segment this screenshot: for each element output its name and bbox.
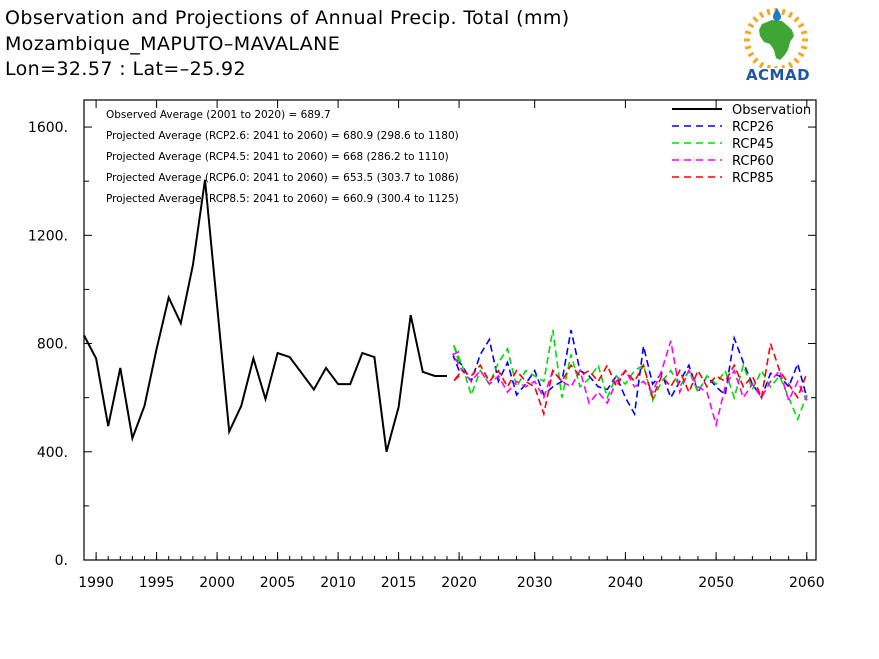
sun-ray-icon bbox=[752, 16, 759, 23]
y-tick-label: 400. bbox=[37, 445, 68, 461]
sun-ray-icon bbox=[747, 51, 755, 58]
x-tick-label: 2010 bbox=[320, 575, 356, 591]
x-tick-label: 2060 bbox=[789, 575, 825, 591]
series-line-rcp60 bbox=[451, 340, 808, 428]
sun-ray-icon bbox=[747, 22, 755, 29]
series-line-observation bbox=[83, 179, 447, 453]
sun-ray-icon bbox=[781, 8, 786, 16]
sun-ray-icon bbox=[758, 11, 765, 19]
annotation-line: Projected Average (RCP8.5: 2041 to 2060)… bbox=[106, 193, 459, 205]
x-tick-label: 2000 bbox=[199, 575, 235, 591]
sun-ray-icon bbox=[744, 45, 752, 50]
x-tick-label: 2015 bbox=[381, 575, 417, 591]
y-tick-label: 0. bbox=[55, 553, 68, 569]
title-line-2: Mozambique_MAPUTO–MAVALANE bbox=[5, 33, 341, 55]
sun-ray-icon bbox=[787, 61, 794, 69]
sun-ray-icon bbox=[797, 22, 805, 29]
x-tick-label: 2020 bbox=[441, 575, 477, 591]
x-tick-label: 1990 bbox=[78, 575, 114, 591]
annotation-line: Observed Average (2001 to 2020) = 689.7 bbox=[106, 109, 331, 121]
y-tick-label: 800. bbox=[37, 337, 68, 353]
sun-ray-icon bbox=[793, 16, 800, 23]
series-line-rcp26 bbox=[452, 329, 808, 417]
annotation-line: Projected Average (RCP2.6: 2041 to 2060)… bbox=[106, 130, 459, 142]
x-tick-label: 2005 bbox=[260, 575, 296, 591]
legend-label-rcp26: RCP26 bbox=[732, 120, 774, 135]
sun-ray-icon bbox=[744, 30, 752, 35]
sun-ray-icon bbox=[758, 61, 765, 69]
y-tick-label: 1200. bbox=[28, 228, 68, 244]
sun-ray-icon bbox=[752, 57, 759, 64]
legend-label-rcp60: RCP60 bbox=[732, 154, 774, 169]
sun-ray-icon bbox=[800, 45, 808, 50]
plot-frame bbox=[83, 99, 817, 561]
title-line-3: Lon=32.57 : Lat=–25.92 bbox=[5, 58, 247, 80]
legend-label-rcp45: RCP45 bbox=[732, 137, 774, 152]
sun-ray-icon bbox=[787, 11, 794, 19]
legend-label-rcp85: RCP85 bbox=[732, 171, 774, 186]
sun-ray-icon bbox=[800, 30, 808, 35]
annotation-line: Projected Average (RCP4.5: 2041 to 2060)… bbox=[106, 151, 449, 163]
legend-label-observation: Observation bbox=[732, 103, 811, 118]
sun-ray-icon bbox=[797, 51, 805, 58]
x-tick-label: 1995 bbox=[139, 575, 175, 591]
title-line-1: Observation and Projections of Annual Pr… bbox=[5, 7, 570, 29]
annotation-line: Projected Average (RCP6.0: 2041 to 2060)… bbox=[106, 172, 459, 184]
sun-ray-icon bbox=[766, 8, 771, 16]
sun-ray-icon bbox=[793, 57, 800, 64]
x-tick-label: 2040 bbox=[608, 575, 644, 591]
acmad-logo: ACMAD bbox=[736, 6, 818, 86]
series-line-rcp45 bbox=[452, 329, 808, 422]
acmad-logo-text: ACMAD bbox=[745, 66, 811, 84]
y-tick-label: 1600. bbox=[28, 120, 68, 136]
x-tick-label: 2050 bbox=[698, 575, 734, 591]
x-tick-label: 2030 bbox=[517, 575, 553, 591]
